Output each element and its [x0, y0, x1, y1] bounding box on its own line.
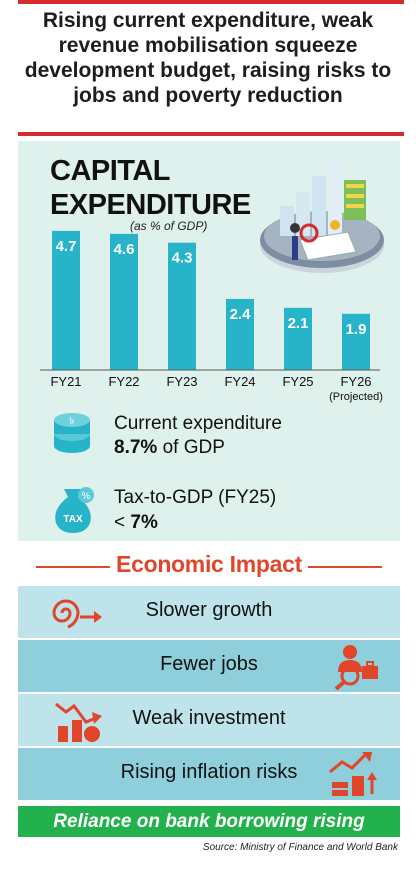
value-label: 4.6 [114, 241, 135, 258]
chart-title: CAPITAL EXPENDITURE [50, 155, 251, 221]
source-note: Source: Ministry of Finance and World Ba… [202, 842, 398, 853]
bar-fy25 [284, 307, 312, 370]
category-label: FY25 [282, 374, 313, 389]
bars-group: 4.7 FY21 4.6 FY22 4.3 FY23 2.4 FY24 2.1 FY25 1.9 FY… [50, 230, 383, 403]
coin-stack-icon: ৳ [54, 413, 90, 453]
impact-rule-left [36, 566, 110, 568]
value-label: 1.9 [346, 321, 367, 338]
bank-borrowing-banner: Reliance on bank borrowing rising [18, 806, 400, 837]
current-expenditure-label: Current expenditure [114, 413, 282, 434]
impact-item-weak-investment: Weak investment [18, 694, 400, 746]
bar-fy26 [342, 313, 370, 370]
value-label: 2.4 [230, 306, 252, 323]
finance-illustration-icon [260, 162, 384, 273]
category-label: FY22 [108, 374, 139, 389]
bar-fy22 [110, 233, 138, 370]
rising-prices-icon [329, 752, 377, 796]
category-label: FY23 [166, 374, 197, 389]
category-label: FY26 [340, 374, 371, 389]
svg-text:%: % [81, 491, 91, 502]
job-search-icon [334, 645, 378, 690]
chart-unit: (as % of GDP) [130, 219, 208, 233]
impact-label: Fewer jobs [160, 653, 258, 675]
impact-label: Rising inflation risks [120, 761, 298, 783]
value-label: 4.3 [172, 250, 193, 267]
svg-text:TAX: TAX [63, 514, 83, 525]
falling-chart-icon [55, 702, 102, 742]
category-label: FY24 [224, 374, 255, 389]
impact-title: Economic Impact [116, 551, 302, 577]
current-expenditure-row: ৳ Current expenditure 8.7% of GDP [50, 408, 380, 458]
category-note: (Projected) [329, 391, 383, 403]
impact-label: Weak investment [132, 707, 286, 729]
bar-fy23 [168, 242, 196, 370]
value-label: 2.1 [288, 315, 309, 332]
tax-to-gdp-label: Tax-to-GDP (FY25) [114, 487, 277, 508]
category-label: FY21 [50, 374, 81, 389]
impact-item-fewer-jobs: Fewer jobs [18, 640, 400, 692]
spiral-arrow-icon [52, 599, 102, 629]
current-expenditure-value: 8.7% of GDP [114, 437, 225, 458]
impact-item-inflation-risks: Rising inflation risks [18, 748, 400, 800]
tax-to-gdp-row: % TAX Tax-to-GDP (FY25) < 7% [50, 483, 380, 535]
bar-fy21 [52, 230, 80, 370]
svg-text:৳: ৳ [70, 416, 75, 427]
value-label: 4.7 [56, 238, 77, 255]
impact-label: Slower growth [145, 599, 273, 621]
tax-bag-icon: % TAX [55, 487, 94, 533]
bar-fy24 [226, 298, 254, 370]
impact-item-slower-growth: Slower growth [18, 586, 400, 638]
headline-rule [18, 132, 404, 136]
banner-text: Reliance on bank borrowing rising [53, 811, 365, 832]
impact-rule-right [308, 566, 382, 568]
top-rule [18, 0, 404, 4]
tax-to-gdp-value: < 7% [114, 512, 158, 533]
headline: Rising current expenditure, weak revenue… [24, 9, 392, 107]
